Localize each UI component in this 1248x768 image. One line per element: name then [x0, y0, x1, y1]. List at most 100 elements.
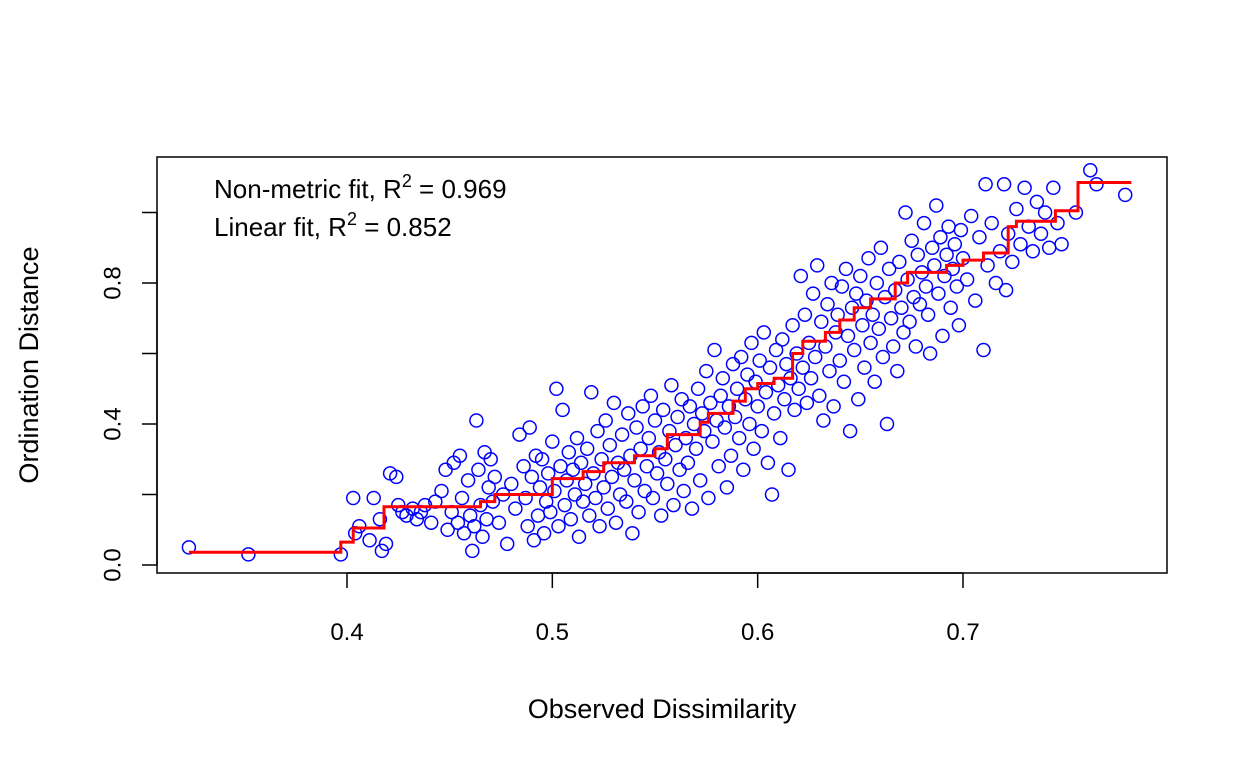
- data-point: [902, 314, 917, 330]
- data-point: [883, 311, 899, 326]
- data-point: [840, 328, 856, 344]
- data-point: [871, 321, 887, 337]
- data-point: [814, 314, 829, 330]
- data-point: [826, 399, 841, 414]
- data-point: [865, 307, 880, 322]
- data-point: [756, 325, 772, 340]
- data-point: [760, 455, 776, 471]
- data-point: [707, 342, 722, 358]
- data-point: [822, 363, 837, 379]
- data-point: [690, 381, 706, 397]
- data-point: [834, 279, 850, 294]
- data-point: [729, 381, 745, 397]
- data-point: [688, 441, 704, 456]
- data-point: [797, 307, 813, 322]
- data-point: [842, 423, 858, 439]
- data-point: [857, 360, 872, 375]
- data-point: [875, 349, 891, 365]
- data-point: [855, 318, 870, 333]
- data-point: [746, 441, 761, 456]
- data-point: [877, 289, 893, 305]
- data-point: [516, 459, 531, 474]
- x-tick-label: 0.4: [330, 619, 363, 646]
- data-point: [733, 349, 749, 365]
- data-point: [795, 360, 811, 375]
- data-point: [705, 434, 720, 449]
- data-point: [744, 335, 759, 351]
- y-tick-label: 0.4: [99, 407, 126, 440]
- data-point: [1068, 205, 1084, 220]
- data-point: [775, 332, 790, 347]
- data-point: [372, 511, 388, 527]
- data-point: [879, 416, 895, 432]
- data-point: [450, 515, 466, 530]
- data-point: [963, 208, 979, 224]
- data-point: [534, 452, 550, 467]
- data-point: [684, 501, 700, 516]
- data-point: [592, 518, 607, 534]
- data-point: [389, 469, 404, 485]
- y-axis: 0.0 0.4 0.8: [99, 211, 158, 582]
- data-point: [939, 247, 954, 263]
- data-point: [867, 374, 882, 389]
- data-point: [750, 399, 765, 414]
- data-point: [711, 459, 726, 474]
- data-point: [935, 328, 950, 344]
- data-point: [805, 286, 821, 301]
- data-point: [614, 427, 630, 442]
- data-point: [469, 413, 484, 428]
- data-point: [972, 229, 987, 245]
- data-point: [573, 455, 589, 471]
- data-point: [968, 293, 983, 308]
- data-point: [951, 318, 967, 333]
- data-point: [508, 501, 523, 516]
- data-point: [540, 466, 556, 481]
- data-point: [631, 504, 646, 520]
- data-point: [947, 236, 963, 252]
- data-point: [475, 529, 490, 545]
- data-point: [851, 392, 866, 407]
- data-point: [374, 543, 390, 559]
- data-point: [924, 240, 940, 256]
- data-point: [791, 381, 806, 397]
- data-point: [1037, 205, 1053, 220]
- data-point: [723, 448, 739, 463]
- data-point: [569, 430, 585, 446]
- data-point: [635, 399, 650, 414]
- data-point: [777, 392, 792, 407]
- data-point: [863, 335, 878, 351]
- data-point: [518, 490, 533, 506]
- data-point: [391, 497, 406, 513]
- data-point: [988, 275, 1004, 291]
- data-point: [524, 469, 540, 485]
- x-tick-label: 0.6: [741, 619, 774, 646]
- y-axis-title: Ordination Distance: [14, 246, 44, 483]
- data-point: [362, 533, 377, 548]
- x-axis-title: Observed Dissimilarity: [528, 694, 797, 724]
- data-point: [910, 247, 926, 263]
- data-point: [931, 286, 946, 301]
- data-point: [465, 543, 480, 559]
- data-point: [577, 476, 593, 492]
- data-point: [647, 413, 663, 428]
- data-point: [1089, 177, 1104, 192]
- data-point: [725, 356, 741, 372]
- data-point: [598, 413, 613, 428]
- data-point: [678, 430, 694, 446]
- data-point: [604, 469, 620, 485]
- x-tick-label: 0.5: [536, 619, 569, 646]
- data-point: [853, 268, 868, 284]
- data-point: [953, 222, 969, 238]
- data-point: [645, 490, 661, 506]
- data-point: [660, 476, 675, 492]
- x-axis: 0.4 0.5 0.6 0.7: [330, 572, 980, 646]
- y-tick-label: 0.8: [99, 266, 126, 299]
- data-point: [666, 497, 681, 513]
- data-point: [352, 518, 367, 534]
- data-point: [838, 261, 854, 277]
- data-point: [803, 370, 819, 386]
- data-point: [992, 244, 1008, 259]
- data-point: [606, 395, 622, 411]
- data-point: [378, 536, 394, 552]
- data-point: [639, 459, 655, 474]
